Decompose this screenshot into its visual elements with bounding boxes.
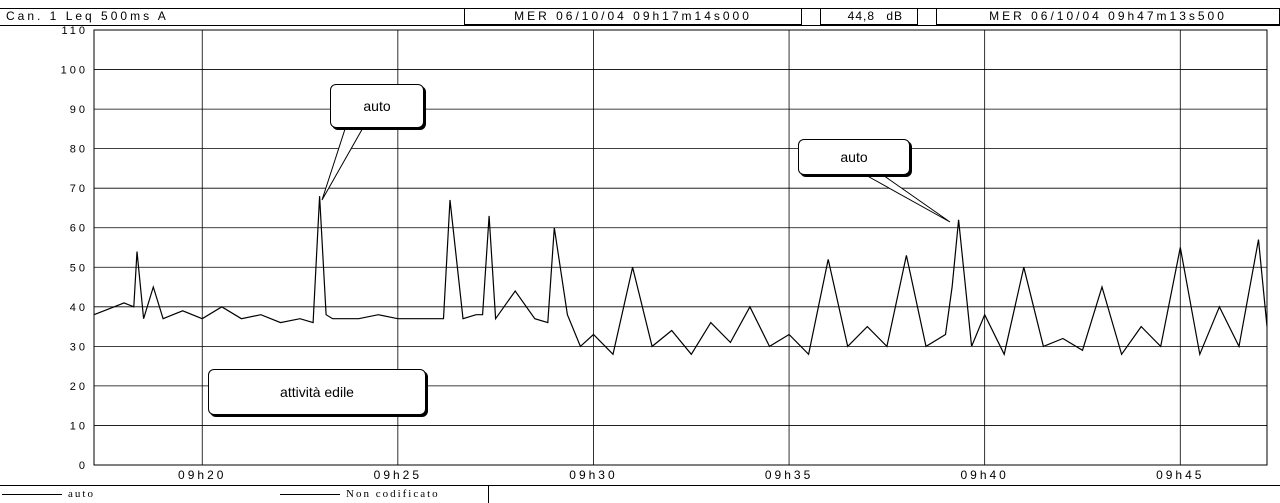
callout-pointers	[321, 125, 951, 223]
y-tick-label: 70	[70, 183, 88, 195]
y-tick-label: 40	[70, 302, 88, 314]
y-tick-label: 60	[70, 223, 88, 235]
legend-line-icon	[280, 493, 340, 495]
y-axis-ticks: 0 10 20 30 40 50 60 70 80 90 100 110	[61, 25, 88, 472]
y-tick-label: 80	[70, 144, 88, 156]
y-tick-label: 90	[70, 104, 88, 116]
y-tick-label: 20	[70, 381, 88, 393]
legend-item-auto: auto	[2, 488, 95, 500]
legend-label: Non codificato	[346, 488, 440, 500]
x-tick-label: 09h45	[1156, 468, 1204, 482]
y-tick-label: 30	[70, 341, 88, 353]
annotation-auto-1: auto	[330, 84, 424, 128]
legend: auto Non codificato	[0, 485, 1280, 503]
level-value: 44,8 dB	[820, 8, 918, 25]
series-line-leq	[93, 196, 1268, 357]
level-unit: dB	[886, 9, 903, 23]
x-tick-label: 09h35	[765, 468, 813, 482]
y-tick-label: 110	[61, 25, 88, 37]
y-tick-label: 50	[70, 262, 88, 274]
legend-divider	[488, 486, 489, 503]
level-chart: 0 10 20 30 40 50 60 70 80 90 100 110 09h20 09h25 09h3…	[61, 25, 1268, 482]
legend-label: auto	[68, 488, 95, 500]
callout-pointer-auto-1	[321, 125, 365, 201]
channel-label: Can. 1 Leq 500ms A	[6, 9, 169, 23]
y-tick-label: 10	[70, 420, 88, 432]
level-number: 44,8	[847, 9, 875, 23]
callout-pointer-auto-2	[861, 172, 951, 223]
x-tick-label: 09h20	[178, 468, 226, 482]
header-bar: Can. 1 Leq 500ms A MER 06/10/04 09h17m14…	[0, 8, 1280, 26]
x-tick-label: 09h40	[960, 468, 1008, 482]
y-tick-label: 0	[79, 460, 88, 472]
x-axis-ticks: 09h20 09h25 09h30 09h35 09h40 09h45	[178, 468, 1204, 482]
x-tick-label: 09h25	[374, 468, 422, 482]
legend-line-icon	[2, 493, 62, 495]
y-tick-label: 100	[61, 65, 88, 77]
annotation-attivita-edile: attività edile	[208, 369, 426, 415]
x-tick-label: 09h30	[569, 468, 617, 482]
end-time: MER 06/10/04 09h47m13s500	[936, 8, 1280, 25]
legend-item-non-codificato: Non codificato	[280, 488, 440, 500]
start-time: MER 06/10/04 09h17m14s000	[464, 8, 802, 25]
annotation-auto-2: auto	[798, 139, 910, 175]
chart-grid	[93, 29, 1268, 466]
